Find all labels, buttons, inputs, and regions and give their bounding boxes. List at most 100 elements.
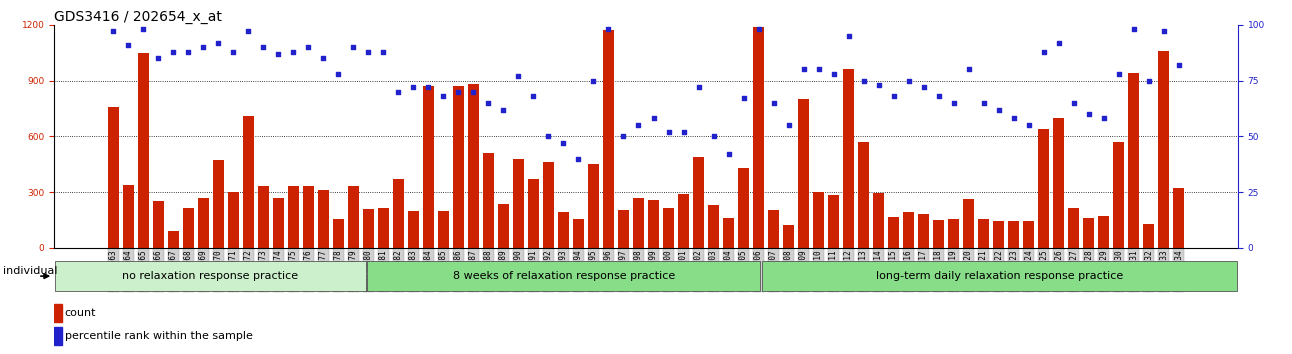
Bar — [54, 327, 62, 345]
Bar — [513, 159, 523, 248]
FancyBboxPatch shape — [762, 261, 1236, 291]
Point — [839, 33, 859, 39]
Point — [973, 100, 994, 105]
Point — [868, 82, 889, 88]
Bar — [1173, 188, 1183, 248]
Bar — [138, 53, 149, 248]
Bar — [123, 184, 133, 248]
Point — [1109, 71, 1129, 77]
Bar — [903, 212, 913, 248]
Point — [988, 107, 1009, 112]
Bar — [844, 69, 854, 248]
Bar — [1159, 51, 1169, 248]
Bar — [828, 195, 839, 248]
Point — [1138, 78, 1159, 83]
Bar — [528, 179, 539, 248]
Point — [598, 27, 619, 32]
Point — [267, 51, 288, 57]
Bar — [1084, 218, 1094, 248]
Text: GDS3416 / 202654_x_at: GDS3416 / 202654_x_at — [54, 10, 222, 24]
Bar — [288, 187, 298, 248]
Bar — [694, 157, 704, 248]
Point — [238, 29, 258, 34]
Bar — [663, 208, 673, 248]
Text: no relaxation response practice: no relaxation response practice — [123, 271, 298, 281]
Point — [298, 44, 319, 50]
Bar — [724, 218, 734, 248]
Bar — [198, 198, 208, 248]
Bar — [738, 168, 749, 248]
Bar — [708, 205, 718, 248]
Bar — [109, 107, 119, 248]
Point — [853, 78, 873, 83]
Point — [523, 93, 544, 99]
Bar — [603, 30, 614, 248]
Point — [959, 67, 979, 72]
Point — [553, 140, 574, 146]
Bar — [424, 86, 434, 248]
Point — [344, 44, 364, 50]
Bar — [408, 211, 419, 248]
Point — [1048, 40, 1068, 45]
Bar — [213, 160, 224, 248]
Bar — [393, 179, 403, 248]
Text: count: count — [65, 308, 96, 318]
Point — [178, 49, 199, 55]
Bar — [994, 221, 1004, 248]
Bar — [753, 27, 764, 248]
Bar — [258, 187, 269, 248]
Point — [689, 84, 709, 90]
Point — [793, 67, 814, 72]
Point — [943, 100, 964, 105]
Bar — [783, 224, 793, 248]
Point — [778, 122, 798, 128]
Point — [764, 100, 784, 105]
Point — [419, 84, 439, 90]
Bar — [468, 84, 479, 248]
Point — [448, 89, 469, 95]
Point — [583, 78, 603, 83]
Bar — [964, 199, 974, 248]
Point — [388, 89, 408, 95]
Bar — [348, 187, 359, 248]
Point — [928, 93, 948, 99]
Point — [1004, 116, 1025, 121]
Bar — [304, 187, 314, 248]
Bar — [453, 86, 464, 248]
Point — [208, 40, 229, 45]
Bar — [273, 198, 284, 248]
Point — [658, 129, 678, 135]
Point — [1034, 49, 1054, 55]
Point — [913, 84, 934, 90]
Bar — [318, 190, 328, 248]
Point — [748, 27, 769, 32]
Bar — [933, 220, 944, 248]
Bar — [183, 208, 194, 248]
Bar — [438, 211, 448, 248]
Point — [1063, 100, 1084, 105]
Point — [478, 100, 499, 105]
Bar — [152, 201, 164, 248]
Point — [103, 29, 124, 34]
Point — [358, 49, 379, 55]
Bar — [1053, 118, 1063, 248]
Bar — [558, 212, 568, 248]
Point — [253, 44, 274, 50]
Bar — [1023, 221, 1034, 248]
Point — [193, 44, 213, 50]
Point — [1079, 111, 1099, 117]
Bar — [889, 217, 899, 248]
Bar — [1098, 216, 1109, 248]
Bar — [54, 304, 62, 321]
Point — [539, 133, 559, 139]
Bar — [798, 99, 809, 248]
Point — [823, 71, 844, 77]
Bar — [813, 192, 824, 248]
Point — [118, 42, 138, 48]
Bar — [633, 198, 643, 248]
Point — [703, 133, 724, 139]
Point — [809, 67, 829, 72]
Bar — [243, 116, 253, 248]
Point — [463, 89, 483, 95]
Bar — [619, 210, 629, 248]
